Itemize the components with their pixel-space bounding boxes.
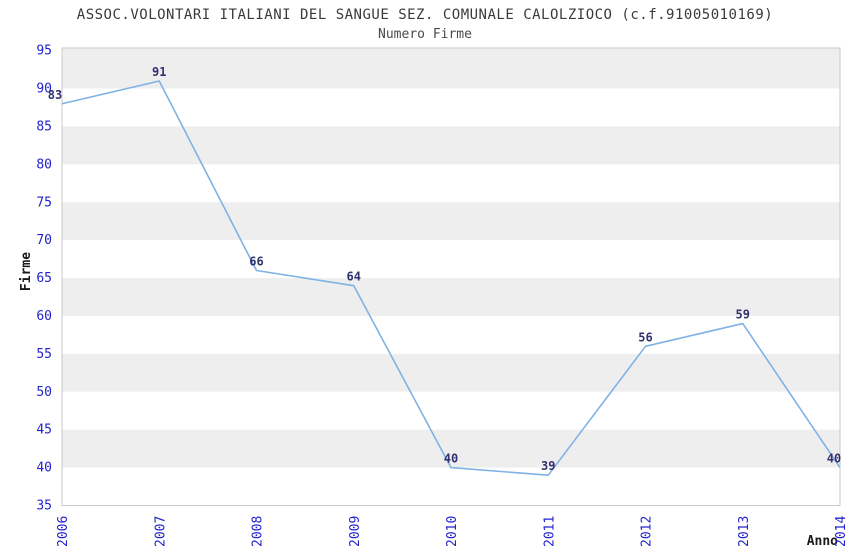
plot-band — [62, 240, 840, 279]
y-tick-label: 65 — [36, 271, 52, 286]
x-tick-label: 2014 — [834, 516, 849, 547]
x-tick-label: 2011 — [542, 516, 557, 547]
plot-border — [61, 47, 841, 506]
plot-band — [62, 391, 840, 430]
point-label: 64 — [347, 270, 361, 284]
y-tick-label: 55 — [36, 347, 52, 362]
x-tick-label: 2008 — [251, 516, 266, 547]
y-tick-label: 85 — [36, 120, 52, 135]
point-label: 39 — [541, 459, 555, 473]
point-label: 83 — [48, 88, 62, 102]
x-axis-title: Anno — [806, 534, 838, 549]
x-tick-label: 2009 — [348, 516, 363, 547]
plot-band — [62, 467, 840, 506]
y-tick-label: 40 — [36, 461, 52, 476]
plot-band — [62, 202, 840, 241]
y-tick-label: 35 — [36, 499, 52, 514]
point-label: 56 — [638, 330, 652, 344]
plot-band — [62, 48, 840, 89]
point-label: 40 — [827, 452, 841, 466]
y-tick-label: 75 — [36, 195, 52, 210]
plot-band — [62, 278, 840, 316]
chart-title: ASSOC.VOLONTARI ITALIANI DEL SANGUE SEZ.… — [76, 7, 774, 23]
y-tick-label: 95 — [36, 44, 52, 59]
plot-band — [62, 88, 840, 127]
y-tick-label: 80 — [36, 157, 52, 172]
y-tick-label: 50 — [36, 385, 52, 400]
point-label: 59 — [736, 308, 750, 322]
point-label: 91 — [152, 65, 166, 79]
y-tick-label: 45 — [36, 423, 52, 438]
y-tick-label: 70 — [36, 233, 52, 248]
plot-band — [62, 164, 840, 203]
chart-subtitle: Numero Firme — [378, 27, 472, 42]
point-label: 66 — [249, 255, 263, 269]
plot-band — [62, 429, 840, 468]
point-label: 40 — [444, 452, 458, 466]
x-tick-label: 2012 — [640, 516, 655, 547]
x-tick-label: 2006 — [56, 516, 71, 547]
plot-band — [62, 316, 840, 354]
plot-band — [62, 353, 840, 392]
series-line — [61, 80, 841, 476]
x-tick-label: 2010 — [445, 516, 460, 547]
x-tick-label: 2013 — [737, 516, 752, 547]
y-tick-label: 60 — [36, 309, 52, 324]
plot-band — [62, 126, 840, 165]
x-tick-label: 2007 — [153, 516, 168, 547]
y-tick-label: 90 — [36, 82, 52, 97]
